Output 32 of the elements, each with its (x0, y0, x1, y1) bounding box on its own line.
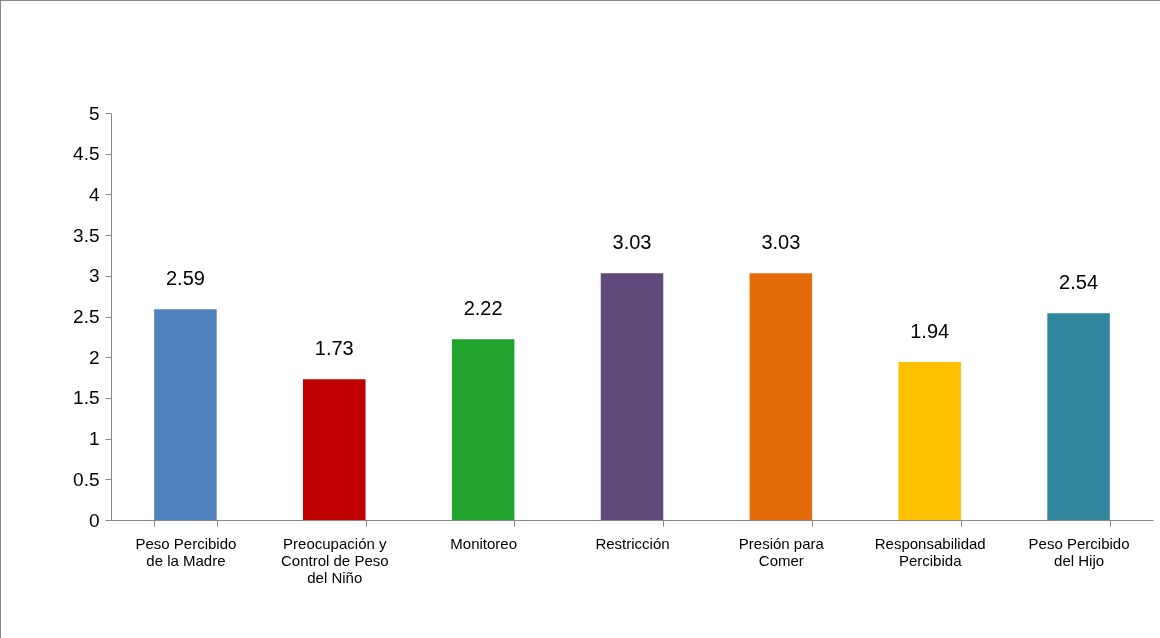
x-tick-label: Monitoreo (450, 534, 517, 552)
data-label: 2.59 (165, 267, 205, 290)
y-tick-label: 1.5 (73, 387, 100, 409)
x-tick-label: Restricción (595, 534, 670, 552)
bar (600, 273, 664, 520)
x-tick-label: Peso Percibido de la Madre (135, 534, 237, 569)
bar (154, 309, 217, 520)
bar (1047, 313, 1110, 520)
y-tick-label: 3 (88, 265, 100, 287)
data-label: 1.94 (910, 320, 950, 343)
y-tick-label: 1 (88, 428, 100, 450)
y-tick-label: 5 (88, 102, 100, 124)
y-tick-label: 2.5 (73, 306, 100, 327)
bar (749, 273, 813, 520)
data-label: 3.03 (761, 231, 801, 254)
x-tick-label: Preocupación y Control de Peso del Niño (281, 534, 389, 586)
data-label: 1.73 (314, 337, 354, 360)
bar (303, 379, 366, 520)
x-tick-label: Presión para Comer (738, 534, 825, 569)
bar (898, 362, 961, 520)
y-tick-label: 2 (88, 346, 100, 368)
x-tick-label: Peso Percibido del Hijo (1028, 534, 1130, 569)
y-tick-label: 0 (88, 509, 100, 531)
x-tick-label: Responsabilidad Percibida (874, 534, 986, 569)
y-tick-label: 4.5 (73, 143, 100, 165)
data-label: 3.03 (612, 231, 652, 254)
bar (451, 339, 515, 520)
y-tick-label: 3.5 (73, 224, 100, 246)
y-tick-label: 0.5 (73, 468, 100, 490)
data-label: 2.54 (1059, 271, 1099, 294)
data-label: 2.22 (463, 297, 503, 320)
y-tick-label: 4 (88, 183, 100, 205)
